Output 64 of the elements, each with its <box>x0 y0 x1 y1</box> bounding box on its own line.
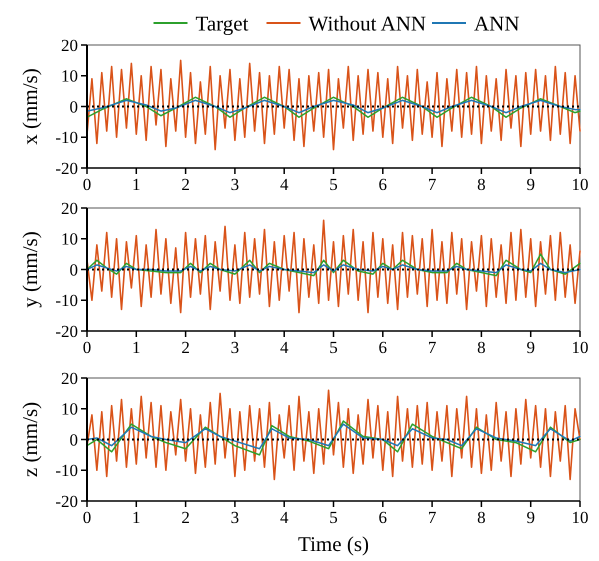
x-tick-label: 4 <box>280 508 289 527</box>
x-tick-label: 0 <box>82 338 92 357</box>
x-tick-label: 3 <box>230 175 240 194</box>
y-tick-label: -10 <box>55 291 78 310</box>
line-series <box>86 423 581 450</box>
x-tick-label: 5 <box>329 175 338 194</box>
x-tick-label: 8 <box>477 508 486 527</box>
x-tick-label: 10 <box>572 508 588 527</box>
y-tick-label: 10 <box>61 400 78 419</box>
y-tick-label: -10 <box>55 461 78 480</box>
x-tick-label: 5 <box>329 508 338 527</box>
line-series <box>86 96 581 118</box>
legend-label: Without ANN <box>308 11 426 36</box>
x-axis-title: Time (s) <box>298 532 369 556</box>
x-tick-label: 8 <box>477 338 486 357</box>
x-tick-label: 2 <box>181 338 190 357</box>
y-tick-label: 20 <box>61 198 78 218</box>
x-tick-label: 7 <box>428 508 437 527</box>
x-tick-label: 3 <box>230 338 240 357</box>
y-axis-title: y (mm/s) <box>18 231 42 308</box>
line-series <box>86 100 581 114</box>
line-series <box>86 220 581 314</box>
y-tick-label: 0 <box>70 260 78 280</box>
x-tick-label: 9 <box>526 338 535 357</box>
legend-label: ANN <box>474 11 520 36</box>
x-tick-label: 2 <box>181 175 190 194</box>
y-tick-label: 0 <box>70 97 78 116</box>
legend-label: Target <box>196 11 249 36</box>
line-series <box>86 60 581 150</box>
x-tick-label: 6 <box>378 175 388 194</box>
x-tick-label: 3 <box>230 508 240 527</box>
y-axis-title: x (mm/s) <box>18 68 42 145</box>
x-tick-label: 2 <box>181 508 190 527</box>
line-series <box>86 262 581 274</box>
x-tick-label: 9 <box>526 508 535 527</box>
x-tick-label: 4 <box>280 175 289 194</box>
x-tick-label: 6 <box>378 508 388 527</box>
x-tick-label: 4 <box>280 338 289 357</box>
y-tick-label: -10 <box>55 128 78 148</box>
y-tick-label: 0 <box>70 430 78 450</box>
x-tick-label: 7 <box>428 175 437 194</box>
x-tick-label: 10 <box>572 175 588 194</box>
y-axis-title: z (mm/s) <box>18 402 42 478</box>
line-series <box>86 253 581 276</box>
x-tick-label: 7 <box>428 338 437 357</box>
y-tick-label: 10 <box>61 66 78 86</box>
y-tick-label: 20 <box>61 368 78 388</box>
line-series <box>86 420 581 456</box>
x-tick-label: 1 <box>132 338 141 357</box>
x-tick-label: 8 <box>477 175 486 194</box>
y-tick-label: 10 <box>61 230 78 249</box>
x-tick-label: 1 <box>132 175 141 194</box>
x-tick-label: 5 <box>329 338 338 357</box>
y-tick-label: -20 <box>55 492 78 511</box>
y-tick-label: -20 <box>55 322 78 341</box>
line-series <box>86 390 581 480</box>
x-tick-label: 0 <box>82 175 92 194</box>
x-tick-label: 1 <box>132 508 141 527</box>
y-tick-label: -20 <box>55 158 78 178</box>
x-tick-label: 10 <box>572 338 588 357</box>
x-tick-label: 9 <box>526 175 535 194</box>
x-tick-label: 0 <box>82 508 92 527</box>
x-tick-label: 6 <box>378 338 388 357</box>
y-tick-label: 20 <box>61 36 78 55</box>
